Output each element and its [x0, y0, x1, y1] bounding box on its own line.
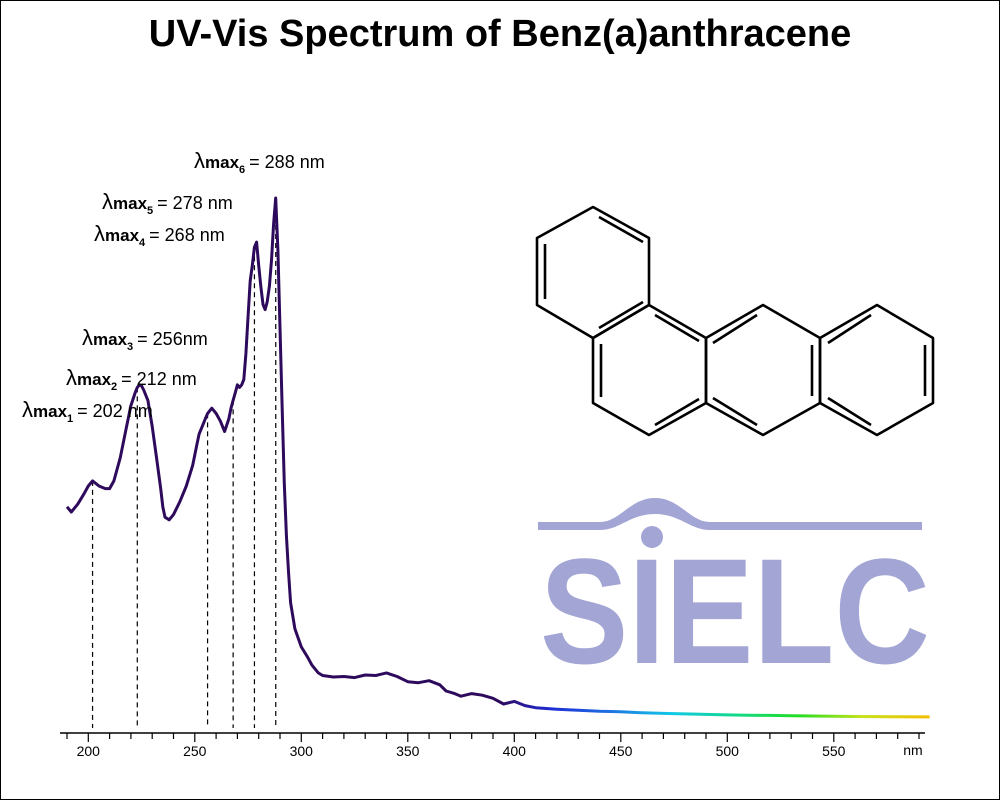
peak-index: 4 [139, 237, 146, 249]
x-axis-unit-label: nm [903, 742, 922, 758]
max-label: max [77, 370, 112, 389]
peak-value: 288 nm [265, 152, 325, 172]
max-label: max [205, 153, 240, 172]
peak-value: 212 nm [137, 369, 197, 389]
max-label: max [33, 402, 68, 421]
x-tick-label: 250 [183, 743, 207, 759]
equals-sign: = [249, 152, 260, 172]
peak-label-2: λmax2 = 212 nm [66, 365, 197, 393]
benz-a-anthracene-structure [535, 205, 935, 437]
x-axis: 200 250 300 350 400 450 500 550 nm [60, 732, 925, 759]
lambda-symbol: λ [66, 365, 77, 390]
peak-label-4: λmax4 = 268 nm [94, 221, 225, 249]
peak-value: 278 nm [173, 193, 233, 213]
peak-value: 268 nm [165, 225, 225, 245]
sielc-logo-text: SIELC [540, 527, 930, 695]
peak-value: 202 nm [93, 401, 153, 421]
equals-sign: = [149, 225, 160, 245]
x-tick-label: 350 [396, 743, 420, 759]
lambda-symbol: λ [94, 221, 105, 246]
x-tick-label: 450 [609, 743, 633, 759]
equals-sign: = [157, 193, 168, 213]
peak-index: 3 [127, 341, 133, 353]
peak-index: 6 [239, 164, 245, 176]
x-tick-label: 300 [290, 743, 314, 759]
equals-sign: = [77, 401, 88, 421]
peak-label-6: λmax6 = 288 nm [194, 148, 325, 176]
peak-label-3: λmax3 = 256nm [82, 325, 208, 353]
peak-index: 5 [147, 205, 153, 217]
peak-drop-lines [91, 198, 277, 728]
x-tick-label: 500 [716, 743, 740, 759]
chart-title: UV-Vis Spectrum of Benz(a)anthracene [149, 13, 851, 55]
peak-index: 2 [111, 381, 117, 393]
lambda-symbol: λ [82, 325, 93, 350]
equals-sign: = [137, 329, 148, 349]
peak-index: 1 [67, 413, 73, 425]
peak-label-5: λmax5 = 278 nm [102, 189, 233, 217]
max-label: max [105, 226, 140, 245]
x-tick-label: 200 [77, 743, 101, 759]
spectrum-series [65, 196, 930, 719]
spectrum-line [65, 196, 930, 719]
max-label: max [113, 194, 148, 213]
sielc-logo: SIELC [538, 498, 930, 695]
equals-sign: = [121, 369, 132, 389]
lambda-symbol: λ [102, 189, 113, 214]
lambda-symbol: λ [22, 397, 33, 422]
peak-label-1: λmax1 = 202 nm [22, 397, 153, 425]
max-label: max [93, 330, 128, 349]
x-tick-label: 550 [822, 743, 846, 759]
x-axis-ticks: 200 250 300 350 400 450 500 550 [66, 733, 920, 759]
peak-value: 256nm [153, 329, 208, 349]
x-tick-label: 400 [503, 743, 527, 759]
lambda-symbol: λ [194, 148, 205, 173]
